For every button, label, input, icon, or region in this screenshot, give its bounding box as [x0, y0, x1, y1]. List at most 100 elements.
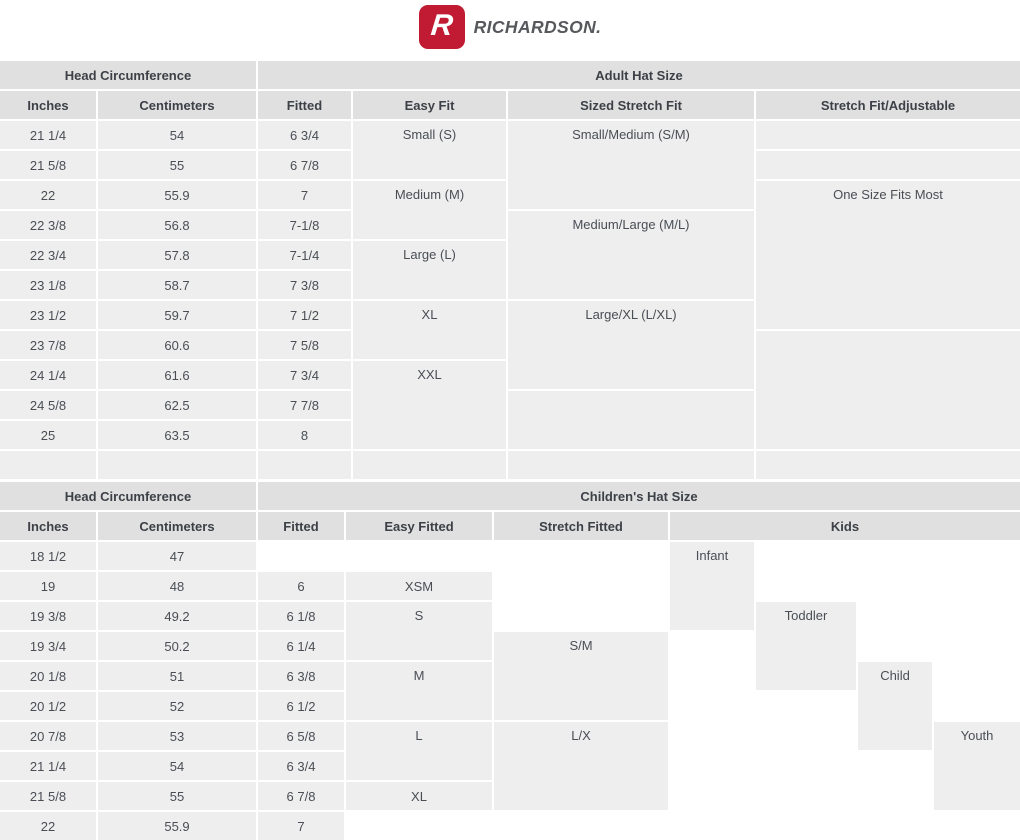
- size-cell: 55.9: [98, 812, 256, 840]
- size-cell: 6 3/8: [258, 662, 344, 690]
- table-group-header: Children's Hat Size: [258, 482, 1020, 510]
- column-header: Centimeters: [98, 91, 256, 119]
- size-cell: [756, 451, 1020, 479]
- size-cell: 7 3/4: [258, 361, 351, 389]
- size-cell: 6 1/8: [258, 602, 344, 630]
- size-cell: L/X: [494, 722, 668, 810]
- column-header: Inches: [0, 512, 96, 540]
- size-cell: [353, 451, 506, 479]
- size-cell: [0, 451, 96, 479]
- size-cell: 24 5/8: [0, 391, 96, 419]
- size-cell: 49.2: [98, 602, 256, 630]
- size-cell: 7: [258, 181, 351, 209]
- size-cell: L: [346, 722, 492, 780]
- size-cell: 57.8: [98, 241, 256, 269]
- size-cell: 7 5/8: [258, 331, 351, 359]
- column-header: Inches: [0, 91, 96, 119]
- size-cell: 22: [0, 181, 96, 209]
- size-cell: 21 1/4: [0, 752, 96, 780]
- size-cell: 20 1/8: [0, 662, 96, 690]
- size-cell: 54: [98, 121, 256, 149]
- size-cell: 7-1/4: [258, 241, 351, 269]
- size-cell: 58.7: [98, 271, 256, 299]
- size-cell: [756, 151, 1020, 179]
- size-cell: 19 3/4: [0, 632, 96, 660]
- size-cell: 22 3/4: [0, 241, 96, 269]
- size-cell: Medium/Large (M/L): [508, 211, 754, 299]
- size-cell: 47: [98, 542, 256, 570]
- size-cell: 55: [98, 151, 256, 179]
- size-cell: Infant: [670, 542, 754, 630]
- size-cell: Youth: [934, 722, 1020, 810]
- size-cell: 52: [98, 692, 256, 720]
- size-cell: 22 3/8: [0, 211, 96, 239]
- table-group-header: Head Circumference: [0, 482, 256, 510]
- size-cell: 55.9: [98, 181, 256, 209]
- children-hat-size-table: Head Circumference Children's Hat Size Inc…: [0, 482, 1020, 840]
- table-group-header: Adult Hat Size: [258, 61, 1020, 89]
- size-cell: 20 1/2: [0, 692, 96, 720]
- size-cell: S/M: [494, 632, 668, 720]
- richardson-logo: R RICHARDSON.: [0, 4, 1020, 50]
- column-header: Easy Fit: [353, 91, 506, 119]
- size-cell: 23 1/8: [0, 271, 96, 299]
- size-cell: [756, 121, 1020, 149]
- size-cell: 19: [0, 572, 96, 600]
- size-cell: 54: [98, 752, 256, 780]
- size-cell: 48: [98, 572, 256, 600]
- size-cell: 55: [98, 782, 256, 810]
- column-header: Centimeters: [98, 512, 256, 540]
- size-cell: 56.8: [98, 211, 256, 239]
- richardson-r-icon: R: [418, 5, 465, 49]
- size-cell: 7: [258, 812, 344, 840]
- size-cell: [98, 451, 256, 479]
- size-cell: 7 1/2: [258, 301, 351, 329]
- size-cell: 50.2: [98, 632, 256, 660]
- size-cell: 59.7: [98, 301, 256, 329]
- size-cell: 6 7/8: [258, 782, 344, 810]
- size-cell: 8: [258, 421, 351, 449]
- size-cell: [756, 331, 1020, 449]
- size-cell: Large/XL (L/XL): [508, 301, 754, 389]
- size-cell: One Size Fits Most: [756, 181, 1020, 329]
- size-cell: 18 1/2: [0, 542, 96, 570]
- size-cell: 53: [98, 722, 256, 750]
- size-cell: XXL: [353, 361, 506, 449]
- size-cell: 7 3/8: [258, 271, 351, 299]
- brand-wordmark: RICHARDSON.: [473, 16, 602, 37]
- size-cell: 60.6: [98, 331, 256, 359]
- size-cell: 62.5: [98, 391, 256, 419]
- size-cell: 51: [98, 662, 256, 690]
- adult-hat-size-table: Head Circumference Adult Hat Size Inches Ce…: [0, 61, 1020, 479]
- size-cell: 6 1/4: [258, 632, 344, 660]
- column-header: Fitted: [258, 91, 351, 119]
- size-cell: 63.5: [98, 421, 256, 449]
- size-cell: 23 1/2: [0, 301, 96, 329]
- size-cell: XL: [346, 782, 492, 810]
- column-header: Easy Fitted: [346, 512, 492, 540]
- size-cell: 6: [258, 572, 344, 600]
- size-cell: 6 7/8: [258, 151, 351, 179]
- size-cell: Toddler: [756, 602, 856, 690]
- size-cell: 6 5/8: [258, 722, 344, 750]
- column-header: Kids: [670, 512, 1020, 540]
- logo-letter: R: [429, 9, 455, 42]
- size-cell: 23 7/8: [0, 331, 96, 359]
- size-cell: Small (S): [353, 121, 506, 179]
- size-cell: XL: [353, 301, 506, 359]
- size-cell: Medium (M): [353, 181, 506, 239]
- size-cell: [258, 451, 351, 479]
- size-cell: 7-1/8: [258, 211, 351, 239]
- size-cell: 21 5/8: [0, 151, 96, 179]
- size-cell: Child: [858, 662, 932, 750]
- size-cell: 24 1/4: [0, 361, 96, 389]
- table-group-header: Head Circumference: [0, 61, 256, 89]
- size-cell: 19 3/8: [0, 602, 96, 630]
- size-cell: [508, 391, 754, 449]
- size-cell: 61.6: [98, 361, 256, 389]
- size-cell: 21 1/4: [0, 121, 96, 149]
- size-cell: 7 7/8: [258, 391, 351, 419]
- size-cell: Large (L): [353, 241, 506, 299]
- size-cell: [508, 451, 754, 479]
